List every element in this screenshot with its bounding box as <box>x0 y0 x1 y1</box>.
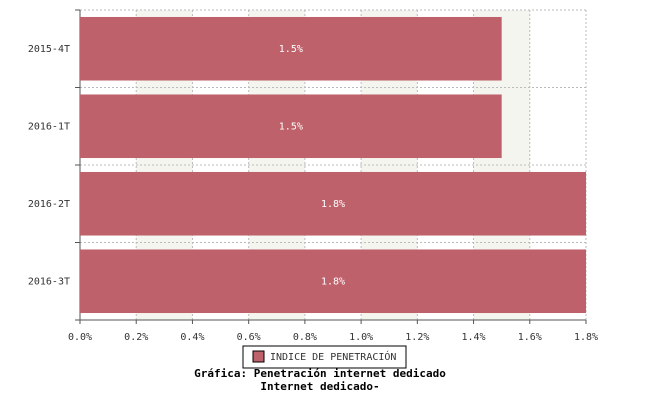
x-tick-label: 0.6% <box>237 332 261 343</box>
x-tick-label: 0.4% <box>180 332 204 343</box>
value-label: 1.8% <box>321 276 345 287</box>
bar <box>80 16 502 81</box>
bar <box>80 249 586 314</box>
value-label: 1.8% <box>321 199 345 210</box>
chart-subtitle: Internet dedicado- <box>260 380 379 393</box>
x-tick-label: 1.8% <box>574 332 598 343</box>
x-tick-label: 0.0% <box>68 332 92 343</box>
x-tick-label: 1.6% <box>518 332 542 343</box>
x-tick-label: 0.2% <box>124 332 148 343</box>
y-tick-label: 2016-2T <box>28 199 70 210</box>
bar <box>80 171 586 236</box>
x-tick-label: 1.4% <box>462 332 486 343</box>
x-tick-label: 1.2% <box>405 332 429 343</box>
y-tick-label: 2015-4T <box>28 44 70 55</box>
x-tick-label: 1.0% <box>349 332 373 343</box>
bar <box>80 94 502 159</box>
legend-swatch <box>252 350 265 363</box>
y-tick-label: 2016-3T <box>28 276 70 287</box>
legend-box <box>242 345 407 369</box>
value-label: 1.5% <box>279 121 303 132</box>
x-tick-label: 0.8% <box>293 332 317 343</box>
chart-title: Gráfica: Penetración internet dedicado <box>194 367 446 380</box>
value-label: 1.5% <box>279 44 303 55</box>
legend-label: INDICE DE PENETRACIÓN <box>270 350 396 363</box>
y-tick-label: 2016-1T <box>28 121 70 132</box>
